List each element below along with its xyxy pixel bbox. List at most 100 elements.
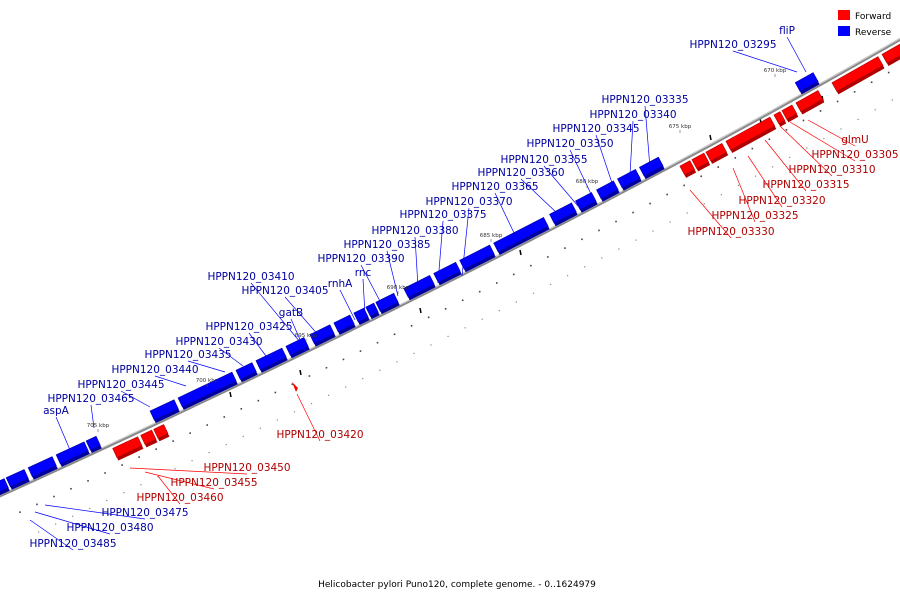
gene-label: HPPN120_03315 bbox=[762, 179, 849, 191]
gene-block-shadow bbox=[290, 346, 310, 359]
gc-dot bbox=[549, 283, 552, 286]
label-leader-line bbox=[44, 504, 146, 520]
gene-label: HPPN120_03450 bbox=[203, 462, 290, 474]
gene-block-shadow bbox=[684, 169, 697, 178]
label-leader-line bbox=[250, 282, 301, 343]
label-leader-line bbox=[29, 519, 74, 551]
gene-label: aspA bbox=[43, 405, 70, 417]
reverse-gene-block bbox=[149, 399, 179, 421]
gene-label: HPPN120_03420 bbox=[276, 429, 363, 441]
reverse-gene-block bbox=[0, 478, 9, 492]
label-leader-line bbox=[360, 264, 383, 306]
gene-block-shadow bbox=[182, 381, 238, 410]
label-leader-line bbox=[284, 296, 321, 338]
label-leader-line bbox=[154, 375, 187, 387]
gc-dot bbox=[345, 386, 347, 388]
gc-dot bbox=[635, 239, 637, 241]
gene-label: HPPN120_03295 bbox=[689, 39, 776, 51]
gene-block-shadow bbox=[90, 445, 102, 453]
gc-dot bbox=[189, 432, 192, 434]
gc-dot bbox=[481, 318, 483, 320]
gene-label: HPPN120_03385 bbox=[343, 239, 430, 251]
forward-gene-block bbox=[112, 436, 143, 458]
gc-dot bbox=[547, 256, 549, 258]
gc-dot bbox=[772, 166, 774, 168]
gc-dot bbox=[806, 147, 808, 149]
gene-block-shadow bbox=[800, 99, 825, 115]
gene-block-shadow bbox=[338, 323, 356, 335]
gene-label: HPPN120_03325 bbox=[711, 210, 798, 222]
gene-block-shadow bbox=[580, 201, 598, 213]
legend-forward-label: Forward bbox=[855, 12, 891, 22]
label-leader-line bbox=[144, 471, 215, 490]
kbp-ticks: 670 kbp 675 kbp 680 kbp 685 kbp 690 kbp 695 k… bbox=[87, 68, 787, 432]
gc-dot bbox=[208, 452, 210, 454]
kbp-tick-label: 670 kbp bbox=[764, 68, 787, 74]
gc-dot bbox=[206, 424, 209, 426]
label-leader-line bbox=[129, 467, 248, 475]
gc-dot bbox=[37, 531, 40, 533]
label-leader-line bbox=[218, 347, 244, 367]
gene-label: HPPN120_03430 bbox=[175, 336, 262, 348]
gene-block-shadow bbox=[710, 152, 729, 164]
gene-label: HPPN120_03460 bbox=[136, 492, 223, 504]
gene-block-shadow bbox=[358, 317, 370, 326]
gene-block-shadow bbox=[601, 189, 620, 202]
gc-dot bbox=[447, 335, 449, 337]
kbp-tick-label: 685 kbp bbox=[480, 233, 503, 239]
gene-label: rnc bbox=[355, 267, 372, 279]
kbp-tick-label: 705 kbp bbox=[87, 423, 110, 429]
gc-dot bbox=[53, 495, 55, 498]
gc-dot bbox=[737, 184, 740, 187]
gene-label: HPPN120_03425 bbox=[205, 321, 292, 333]
gc-dot bbox=[87, 480, 89, 482]
reverse-gene-block bbox=[596, 180, 619, 200]
forward-gene-block bbox=[773, 111, 786, 125]
gene-block-shadow bbox=[730, 125, 777, 154]
gc-dot bbox=[155, 448, 157, 450]
label-leader-line bbox=[569, 149, 593, 197]
gene-block-shadow bbox=[778, 120, 787, 127]
gc-dot bbox=[819, 110, 822, 112]
gene-label: glmU bbox=[841, 134, 869, 146]
gc-dot bbox=[836, 100, 839, 103]
gc-dot bbox=[700, 175, 703, 178]
gene-label: HPPN120_03380 bbox=[371, 225, 458, 237]
gc-dot bbox=[376, 341, 379, 344]
gene-label: HPPN120_03345 bbox=[552, 123, 639, 135]
gene-block-shadow bbox=[886, 55, 900, 67]
label-leader-line bbox=[157, 475, 181, 505]
reverse-gene-block bbox=[459, 244, 495, 270]
gene-block-shadow bbox=[116, 445, 144, 461]
gc-dot bbox=[512, 273, 515, 276]
gene-label: HPPN120_03370 bbox=[425, 196, 512, 208]
gc-dot bbox=[121, 464, 123, 466]
gc-dot bbox=[870, 81, 873, 84]
label-leader-line bbox=[789, 121, 856, 162]
label-leader-line bbox=[689, 189, 732, 239]
gc-dot bbox=[567, 275, 569, 277]
label-leader-line bbox=[296, 393, 321, 442]
gc-dot bbox=[598, 229, 600, 232]
label-leader-line bbox=[786, 36, 807, 73]
gene-label: HPPN120_03455 bbox=[170, 477, 257, 489]
gene-label: HPPN120_03475 bbox=[101, 507, 188, 519]
gc-dot bbox=[498, 310, 500, 312]
kbp-tick-label: 695 kbp bbox=[295, 333, 318, 339]
skew-mark bbox=[419, 307, 422, 314]
label-leader-line bbox=[290, 318, 306, 352]
gene-label: HPPN120_03355 bbox=[500, 154, 587, 166]
gc-dot bbox=[225, 443, 227, 446]
gene-label: HPPN120_03360 bbox=[477, 167, 564, 179]
gene-block-shadow bbox=[10, 478, 30, 490]
gene-block-shadow bbox=[260, 357, 288, 373]
gene-block-shadow bbox=[154, 408, 180, 424]
gene-block-shadow bbox=[380, 302, 400, 315]
gc-dot bbox=[853, 91, 856, 93]
legend-forward-swatch bbox=[838, 10, 850, 20]
gc-dot bbox=[683, 184, 685, 187]
label-leaders bbox=[29, 36, 856, 551]
gc-dot bbox=[515, 301, 517, 303]
label-leader-line bbox=[732, 167, 756, 223]
label-leader-line bbox=[779, 125, 833, 177]
